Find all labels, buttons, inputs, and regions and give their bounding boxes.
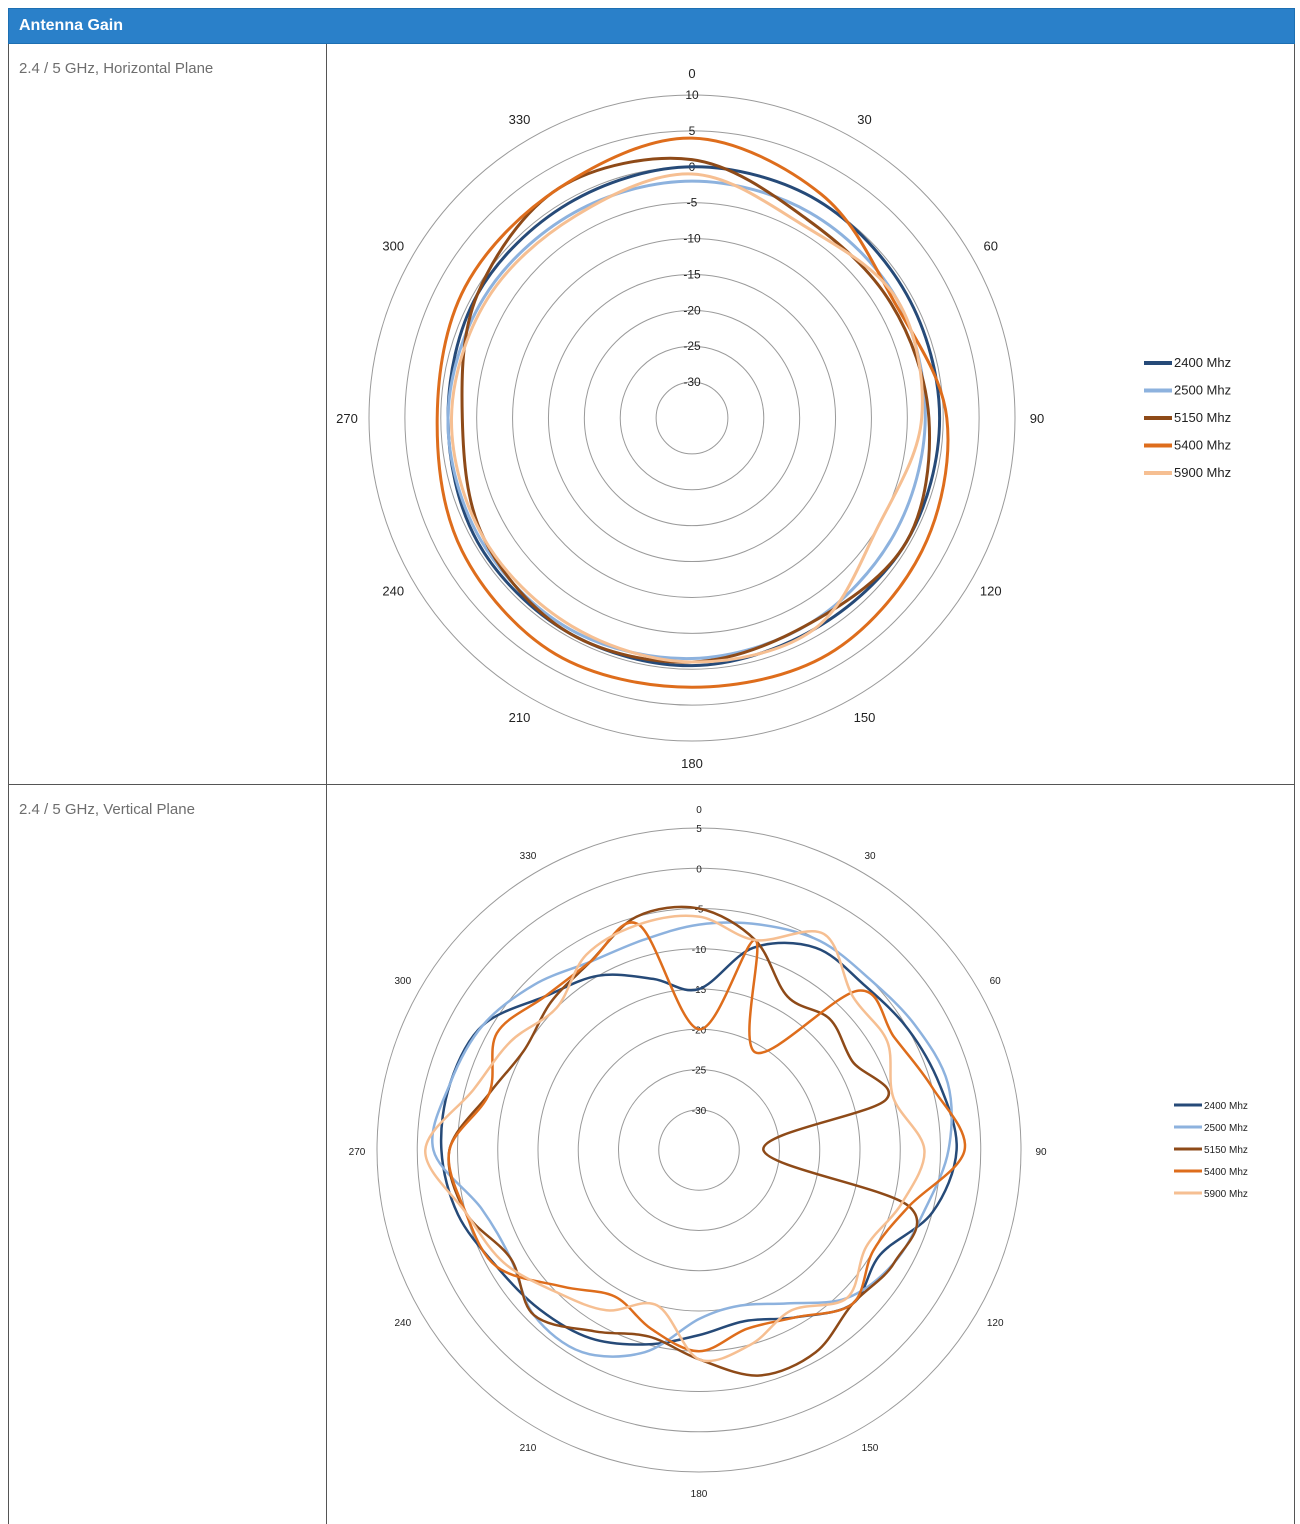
grid-circle bbox=[618, 1069, 780, 1231]
series-line bbox=[446, 179, 927, 661]
radial-tick-label: -5 bbox=[687, 196, 698, 210]
angle-label: 210 bbox=[509, 710, 531, 725]
angle-label: 120 bbox=[987, 1318, 1004, 1329]
angle-label: 180 bbox=[681, 756, 703, 771]
radial-tick-label: 5 bbox=[696, 824, 702, 835]
angle-label: 150 bbox=[854, 710, 876, 725]
radial-tick-label: 0 bbox=[696, 864, 702, 875]
radial-tick-label: -20 bbox=[692, 1025, 707, 1036]
radial-tick-label: -25 bbox=[683, 339, 701, 353]
radial-tick-label: -10 bbox=[683, 232, 701, 246]
series-line bbox=[424, 914, 926, 1363]
angle-label: 90 bbox=[1035, 1147, 1047, 1158]
angle-label: 330 bbox=[509, 112, 531, 127]
grid-circle bbox=[376, 827, 1022, 1473]
grid-circle bbox=[476, 202, 908, 634]
section-header: Antenna Gain bbox=[8, 8, 1295, 44]
grid-circle bbox=[658, 1109, 740, 1191]
angle-label: 30 bbox=[864, 851, 876, 862]
legend-label: 5900 Mhz bbox=[1204, 1189, 1248, 1200]
radial-tick-label: -15 bbox=[683, 267, 701, 281]
legend-label: 5150 Mhz bbox=[1204, 1145, 1248, 1156]
legend-label: 2400 Mhz bbox=[1174, 355, 1231, 370]
legend-label: 5400 Mhz bbox=[1174, 438, 1231, 453]
radial-tick-label: -25 bbox=[692, 1066, 707, 1077]
angle-label: 150 bbox=[862, 1443, 879, 1454]
angle-label: 60 bbox=[984, 239, 998, 254]
horizontal-polar-chart: -30-25-20-15-10-505100306090120150180210… bbox=[336, 66, 1231, 771]
angle-label: 240 bbox=[394, 1318, 411, 1329]
row-label-cell: 2.4 / 5 GHz, Vertical Plane bbox=[9, 785, 327, 1524]
row-label-cell: 2.4 / 5 GHz, Horizontal Plane bbox=[9, 44, 327, 784]
series-line bbox=[431, 921, 953, 1358]
legend-label: 5900 Mhz bbox=[1174, 465, 1231, 480]
grid-circle bbox=[497, 948, 901, 1352]
angle-label: 30 bbox=[857, 112, 871, 127]
vertical-polar-chart: -30 -25 -20 -15 -10 -5 0 5 0 30 60 90 120 150 180 210 24… bbox=[349, 805, 1248, 1500]
grid-circle bbox=[404, 130, 980, 706]
radial-tick-label: 5 bbox=[689, 124, 696, 138]
grid-circle bbox=[619, 345, 765, 491]
radial-tick-label: -30 bbox=[683, 375, 701, 389]
angle-label: 270 bbox=[336, 411, 358, 426]
angle-label: 0 bbox=[696, 805, 702, 816]
chart-cell: -30 -25 -20 -15 -10 -5 0 5 0 30 60 90 120 150 180 210 24… bbox=[327, 785, 1294, 1524]
series-line bbox=[435, 136, 950, 689]
angle-label: 180 bbox=[691, 1489, 708, 1500]
radial-tick-label: -30 bbox=[692, 1106, 707, 1117]
radial-tick-label: -5 bbox=[695, 905, 704, 916]
angle-label: 60 bbox=[990, 976, 1002, 987]
radial-tick-label: -10 bbox=[692, 945, 707, 956]
radial-tick-label: 10 bbox=[685, 88, 699, 102]
grid-circle bbox=[537, 988, 861, 1312]
chart-cell: -30 -25 -20 -15 -10 -5 0 5 10 0 30 60 90 120 150 180 210… bbox=[327, 44, 1294, 784]
legend-label: 2500 Mhz bbox=[1204, 1123, 1248, 1134]
legend-label: 2400 Mhz bbox=[1204, 1101, 1248, 1112]
series-line bbox=[447, 921, 967, 1353]
grid-circle bbox=[416, 867, 982, 1433]
angle-label: 300 bbox=[394, 976, 411, 987]
angle-label: 300 bbox=[382, 239, 404, 254]
row-label: 2.4 / 5 GHz, Vertical Plane bbox=[19, 801, 195, 818]
horizontal-plane-row: 2.4 / 5 GHz, Horizontal Plane -30 -25 -20 -… bbox=[8, 44, 1295, 785]
legend-label: 5150 Mhz bbox=[1174, 410, 1231, 425]
section-title: Antenna Gain bbox=[19, 17, 124, 34]
series-line bbox=[449, 172, 924, 664]
angle-label: 120 bbox=[980, 584, 1002, 599]
row-label: 2.4 / 5 GHz, Horizontal Plane bbox=[19, 60, 214, 77]
series-line bbox=[447, 905, 919, 1377]
angle-label: 330 bbox=[520, 851, 537, 862]
grid-circle bbox=[547, 273, 837, 563]
legend-label: 2500 Mhz bbox=[1174, 383, 1231, 398]
angle-label: 0 bbox=[688, 66, 695, 81]
radial-tick-label: -15 bbox=[692, 985, 707, 996]
radial-tick-label: -20 bbox=[683, 303, 701, 317]
vertical-plane-row: 2.4 / 5 GHz, Vertical Plane -30 -25 -20 -15… bbox=[8, 785, 1295, 1524]
angle-label: 90 bbox=[1030, 411, 1044, 426]
grid-circle bbox=[655, 381, 729, 455]
grid-circle bbox=[512, 238, 872, 598]
grid-circle bbox=[368, 94, 1016, 742]
angle-label: 270 bbox=[349, 1147, 366, 1158]
legend-label: 5400 Mhz bbox=[1204, 1167, 1248, 1178]
angle-label: 240 bbox=[382, 584, 404, 599]
grid-circle bbox=[583, 309, 801, 527]
angle-label: 210 bbox=[520, 1443, 537, 1454]
